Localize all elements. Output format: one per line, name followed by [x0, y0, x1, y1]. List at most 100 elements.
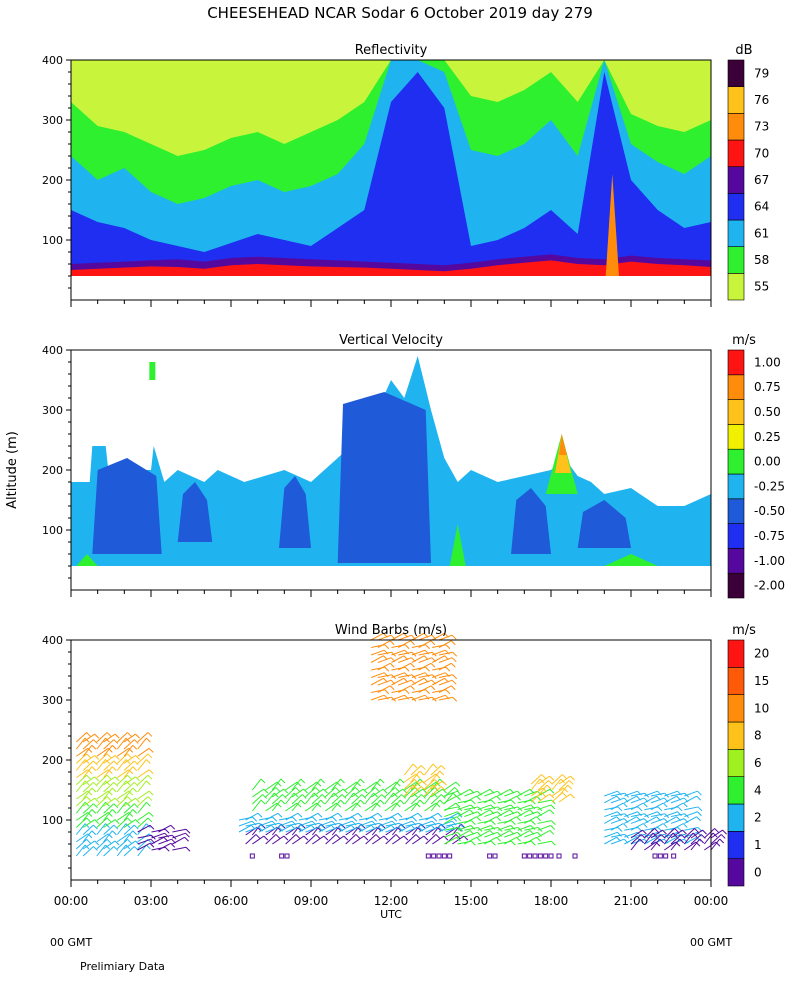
wind-barb [75, 823, 86, 835]
colorbar-swatch [727, 694, 745, 723]
wind-barb [477, 809, 491, 818]
wind-barb [438, 657, 453, 663]
wind-barb-flag [659, 838, 665, 844]
wind-barb [137, 759, 147, 771]
wind-barb [403, 763, 414, 776]
wind-barb [82, 809, 93, 821]
wind-barb-flag [320, 799, 325, 805]
wind-barb-flag [273, 792, 279, 798]
x-tick-label: 18:00 [534, 894, 569, 908]
wind-barb [684, 816, 697, 824]
wind-barb [484, 795, 497, 804]
wind-barb [345, 834, 357, 845]
colorbar-unit: m/s [732, 333, 756, 348]
wind-barb [398, 696, 413, 701]
wind-barb [96, 796, 108, 807]
panel-1: 100 200 300 400 Reflectivity [42, 43, 712, 307]
wind-barb-flag [113, 781, 119, 787]
wind-barb-flag [451, 657, 457, 663]
wind-barb-flag [642, 829, 647, 835]
wind-barb [430, 786, 442, 797]
reflectivity-band [71, 260, 711, 276]
wind-barb [75, 759, 86, 771]
wind-barb [404, 773, 417, 783]
wind-barb-flag [300, 799, 306, 805]
wind-barb [344, 787, 356, 798]
wind-barb [96, 737, 106, 750]
wind-barb [405, 822, 420, 827]
wind-barb [604, 816, 617, 824]
wind-barb [390, 778, 401, 791]
wind-barb [431, 632, 445, 641]
wind-barb [391, 677, 405, 686]
wind-barb [82, 819, 95, 828]
wind-barb [424, 773, 437, 783]
wind-barb-flag [511, 820, 516, 826]
wind-barb-flag [546, 784, 552, 790]
wind-barb [670, 823, 684, 831]
wind-barb [371, 799, 381, 812]
wind-barb [298, 820, 313, 827]
y-tick-label: 300 [42, 694, 63, 707]
wind-barb [432, 672, 446, 678]
wind-barb [304, 787, 316, 798]
wind-barb-flag [251, 820, 257, 826]
wind-barb [137, 753, 149, 764]
wind-barb [137, 838, 151, 845]
wind-barb [650, 823, 664, 831]
wind-barb-flag [340, 799, 345, 805]
colorbar-level-label: 61 [754, 226, 769, 240]
wind-barb-flag [549, 809, 555, 815]
wind-barb-flag [536, 816, 541, 822]
wind-barb-flag [456, 795, 461, 801]
wind-barb [438, 640, 452, 648]
velocity-core [177, 482, 213, 542]
wind-barb [497, 825, 511, 831]
wind-barb [537, 840, 552, 845]
wind-barb [444, 811, 458, 818]
wind-barb [103, 739, 115, 750]
wind-barb-flag [696, 795, 701, 801]
wind-barb [431, 677, 445, 686]
wind-barb [116, 796, 128, 807]
colorbar-level-label: 6 [754, 756, 762, 770]
wind-barb-flag [440, 765, 446, 770]
wind-barb-flag [335, 787, 340, 792]
wind-barb [624, 831, 638, 838]
calm-marker [556, 853, 562, 859]
calm-marker [671, 853, 677, 859]
wind-barb [271, 799, 282, 812]
wind-barb [484, 836, 497, 845]
wind-barb-flag [657, 811, 662, 817]
wind-barb-flag [496, 836, 501, 842]
wind-barb [305, 802, 318, 812]
wind-barb [410, 799, 421, 812]
wind-barb-flag [105, 823, 110, 829]
wind-barb [537, 820, 552, 824]
colorbar-swatch [727, 448, 745, 475]
wind-barb-flag [456, 836, 461, 842]
wind-barb-field [75, 632, 727, 859]
colorbar-level-label: 4 [754, 783, 762, 797]
wind-barb [116, 833, 130, 843]
wind-barb [103, 803, 115, 814]
isolated-cell [149, 362, 156, 380]
wind-barb [245, 834, 257, 845]
wind-barb [663, 828, 675, 839]
wind-barb [172, 828, 187, 833]
colorbar-level-label: 0 [754, 865, 762, 879]
wind-barb-flag [402, 788, 408, 794]
velocity-field [71, 356, 711, 566]
calm-marker [431, 853, 437, 859]
wind-barb-flag [403, 835, 409, 841]
wind-barb-flag [361, 794, 367, 799]
chart-title: CHEESEHEAD NCAR Sodar 6 October 2019 day… [207, 4, 593, 22]
wind-barb [430, 770, 441, 783]
wind-barb-flag [106, 817, 112, 823]
wind-barb-flag [146, 780, 151, 786]
wind-barb [411, 672, 426, 678]
wind-barb [432, 835, 445, 845]
wind-barb-flag [363, 835, 369, 841]
wind-barb-flag [397, 812, 403, 818]
wind-barb [278, 824, 292, 833]
